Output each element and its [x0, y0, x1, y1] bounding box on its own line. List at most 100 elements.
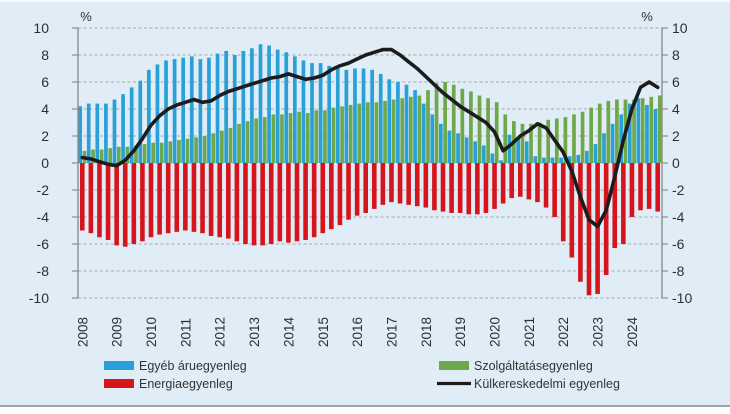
right-axis-tick-label: -4	[672, 209, 685, 225]
bar-services	[177, 140, 181, 163]
bar-services	[658, 95, 662, 163]
bar-energy	[337, 163, 343, 226]
bar-services	[374, 102, 379, 163]
left-axis-tick-label: -2	[37, 182, 50, 198]
x-axis-year-label: 2016	[350, 317, 365, 347]
bar-services	[366, 102, 370, 163]
legend-label-total: Külkereskedelmi egyenleg	[474, 377, 620, 391]
bar-services	[237, 123, 241, 163]
bar-other-goods	[181, 57, 186, 164]
bar-services	[580, 111, 585, 163]
bar-other-goods	[533, 156, 538, 163]
bar-energy	[251, 163, 257, 246]
bar-energy	[260, 163, 265, 246]
bar-other-goods	[542, 157, 546, 163]
legend-swatch-energy	[104, 379, 134, 388]
bar-services	[228, 127, 233, 163]
bar-services	[529, 123, 533, 163]
bar-energy	[475, 163, 480, 215]
x-axis-year-label: 2019	[453, 317, 468, 347]
bar-services	[615, 99, 619, 163]
x-axis-year-label: 2013	[247, 317, 262, 347]
bar-energy	[268, 163, 274, 244]
right-axis-tick-label: -10	[672, 290, 692, 306]
bar-other-goods	[396, 82, 400, 163]
bar-energy	[603, 163, 609, 276]
bar-energy	[389, 163, 394, 203]
left-axis-tick-label: 10	[33, 20, 49, 36]
bar-other-goods	[645, 104, 649, 163]
bar-energy	[105, 163, 111, 240]
bar-other-goods	[129, 87, 134, 163]
bar-other-goods	[481, 145, 486, 163]
bar-energy	[423, 163, 429, 208]
bar-other-goods	[172, 59, 177, 163]
bar-services	[108, 148, 113, 163]
bar-other-goods	[619, 114, 624, 163]
bar-services	[168, 141, 173, 163]
bar-other-goods	[464, 137, 469, 163]
bar-services	[323, 110, 327, 163]
bar-energy	[397, 163, 403, 204]
bar-other-goods	[456, 133, 460, 163]
legend-swatch-services	[439, 361, 469, 370]
left-axis-tick-label: 0	[41, 155, 49, 171]
bar-other-goods	[207, 57, 211, 164]
bar-other-goods	[215, 53, 220, 163]
bar-other-goods	[258, 44, 263, 164]
left-axis-tick-label: -4	[37, 209, 50, 225]
bar-services	[391, 99, 396, 163]
x-axis-year-label: 2012	[213, 317, 228, 347]
bar-services	[469, 91, 473, 163]
bar-services	[383, 100, 387, 163]
x-axis-year-label: 2008	[75, 317, 90, 347]
legend-label-services: Szolgáltatásegyenleg	[474, 359, 593, 373]
left-axis-tick-label: 6	[41, 74, 49, 90]
bar-services	[99, 149, 104, 163]
bar-energy	[552, 163, 557, 217]
bar-other-goods	[250, 48, 254, 163]
bar-services	[116, 146, 121, 163]
right-axis-tick-label: 2	[672, 128, 680, 144]
bar-energy	[243, 163, 248, 244]
bar-other-goods	[95, 103, 100, 163]
bar-other-goods	[353, 68, 357, 163]
bar-other-goods	[516, 138, 520, 163]
bar-services	[451, 84, 456, 163]
bar-services	[443, 82, 447, 163]
legend-label-other-goods: Egyéb áruegyenleg	[139, 359, 247, 373]
bars-layer	[78, 44, 662, 296]
bar-other-goods	[86, 103, 91, 163]
bar-services	[597, 103, 602, 163]
bar-services	[460, 88, 465, 163]
bar-other-goods	[224, 50, 228, 164]
bar-other-goods	[473, 141, 478, 163]
bar-services	[262, 117, 267, 163]
bar-other-goods	[593, 144, 598, 163]
bar-other-goods	[387, 79, 392, 163]
right-axis-tick-label: 4	[672, 101, 680, 117]
bar-services	[185, 138, 190, 163]
bar-other-goods	[301, 60, 306, 163]
bar-services	[537, 122, 542, 163]
bar-services	[288, 113, 293, 163]
bar-services	[254, 118, 259, 163]
right-axis-tick-label: -6	[672, 236, 685, 252]
x-axis-year-label: 2015	[316, 317, 331, 347]
bar-services	[408, 96, 413, 163]
bar-energy	[621, 163, 626, 244]
trade-balance-line	[80, 47, 660, 229]
bar-energy	[517, 163, 523, 197]
bar-other-goods	[310, 63, 314, 163]
x-axis-year-label: 2017	[384, 317, 399, 347]
x-axis-year-label: 2024	[625, 316, 640, 347]
trade-balance-line-layer	[80, 47, 660, 229]
bar-other-goods	[576, 154, 581, 163]
bar-other-goods	[284, 52, 289, 163]
bar-services	[202, 136, 207, 163]
bar-energy	[449, 163, 454, 213]
bar-energy	[320, 163, 326, 234]
right-axis-unit-label: %	[641, 9, 653, 24]
bar-other-goods	[404, 84, 409, 163]
bar-energy	[406, 163, 411, 205]
